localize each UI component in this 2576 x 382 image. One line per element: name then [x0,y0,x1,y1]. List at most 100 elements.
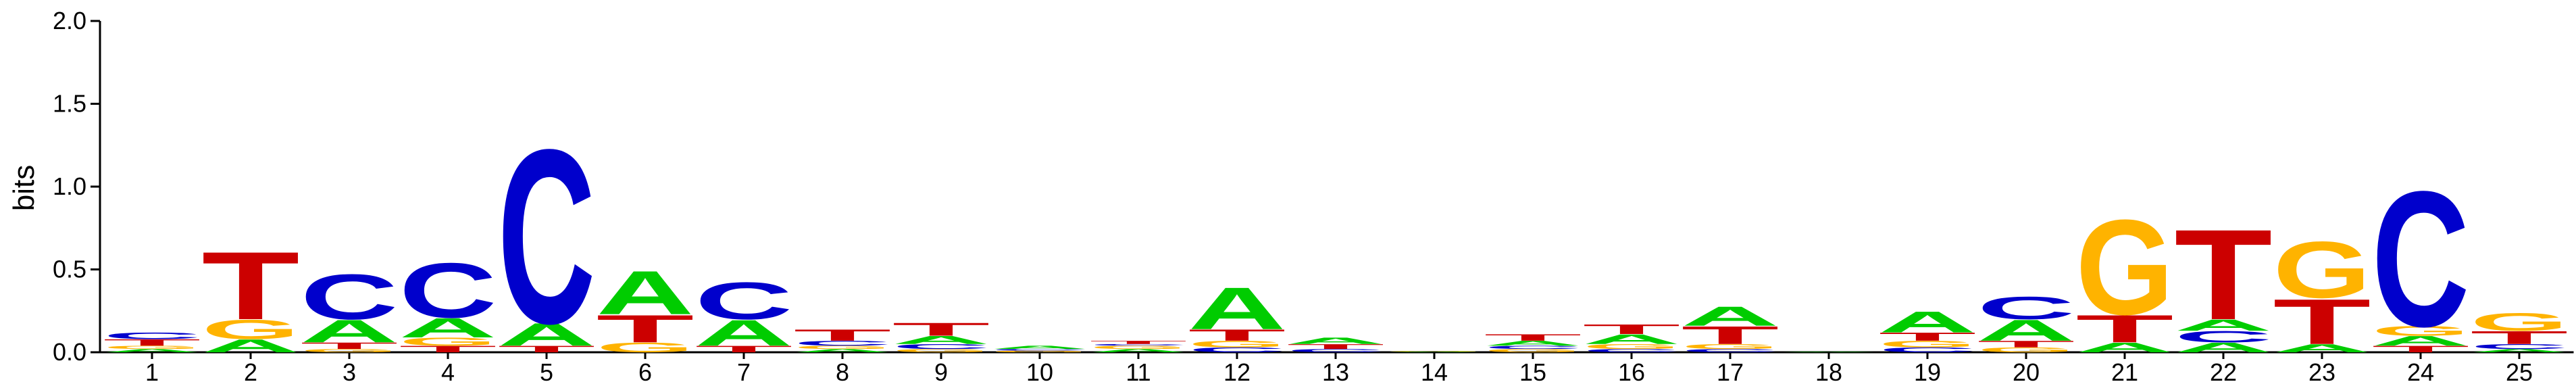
logo-letter-A: A [1682,301,1779,332]
logo-letter-T: T [1977,339,2075,349]
x-tick-label: 3 [343,358,356,382]
logo-letter-A: A [2175,340,2273,356]
letter-stack-2: AGT [201,232,299,356]
logo-letter-G: G [1582,343,1680,350]
logo-letter-C: C [1188,346,1286,354]
x-tick-label: 21 [2111,358,2138,382]
logo-letter-T: T [1089,340,1187,345]
logo-letter-G: G [794,345,892,350]
x-tick-label: 19 [1914,358,1941,382]
logo-letter-T: T [1878,330,1976,343]
logo-letter-A: A [2076,340,2174,356]
y-tick-label: 1.5 [53,90,86,118]
logo-letter-A: A [2372,333,2470,349]
logo-letter-C: C [2471,343,2569,350]
logo-letter-G: G [1977,346,2075,354]
logo-letter-C: C [794,339,892,347]
logo-letter-A: A [1089,348,1187,354]
logo-letter-G: G [2076,192,2174,343]
x-tick-label: 22 [2210,358,2237,382]
x-tick-label: 12 [1223,358,1251,382]
logo-letter-C: C [498,97,596,375]
logo-letter-G: G [1879,339,1977,349]
logo-letter-C: C [990,348,1088,351]
letter-stack-23: ATG [2273,225,2371,358]
logo-letter-G: G [1386,351,1484,352]
logo-letter-T: T [2470,327,2568,348]
logo-letter-G: G [202,314,300,345]
x-tick-label: 2 [244,358,257,382]
logo-letter-T: T [1188,326,1286,344]
x-tick-label: 1 [145,358,159,382]
logo-letter-T: T [1682,321,1779,350]
x-tick-label: 4 [441,358,455,382]
logo-letter-A: A [1583,331,1681,347]
logo-letter-A: A [892,333,990,346]
x-tick-label: 6 [638,358,652,382]
logo-letter-C: C [1484,345,1582,350]
y-axis: 0.0 0.5 1.0 1.5 2.0 [53,7,101,366]
logo-letter-T: T [300,341,398,351]
letter-stack-21: ATG [2076,192,2174,355]
logo-letter-A: A [399,312,497,343]
logo-letter-A: A [1780,352,1878,353]
logo-letter-T: T [497,344,595,354]
logo-letter-C: C [399,247,497,334]
logo-letter-G: G [301,348,399,354]
x-tick-label: 18 [1815,358,1842,382]
logo-letter-T: T [2273,286,2371,358]
logo-letter-A: A [1287,336,1385,346]
x-tick-label: 24 [2407,358,2434,382]
letter-stack-13: CTA [1286,336,1384,354]
logo-letter-A: A [1977,314,2075,348]
letter-stack-18: A [1780,352,1878,353]
logo-letter-T: T [1287,343,1385,350]
logo-letter-A: A [201,335,299,356]
logo-letter-G: G [1484,348,1582,354]
logo-letter-A: A [2174,316,2272,334]
logo-letter-C: C [695,272,793,331]
x-tick-label: 13 [1322,358,1349,382]
logo-letter-A: A [990,345,1088,350]
logo-letter-C: C [1681,348,1779,354]
x-tick-label: 17 [1717,358,1744,382]
x-tick-label: 23 [2308,358,2335,382]
logo-letter-T: T [793,326,891,344]
logo-letter-A: A [597,258,694,327]
logo-letter-T: T [103,337,201,348]
y-tick-label: 0.5 [53,256,86,283]
logo-letter-A: A [1188,275,1286,342]
logo-letter-G: G [597,340,694,356]
logo-letter-G: G [2273,225,2371,315]
y-tick-label: 0.0 [53,338,86,366]
x-tick-label: 14 [1421,358,1448,382]
logo-letter-G: G [103,345,201,350]
logo-letter-T: T [1583,322,1681,337]
logo-letter-G: G [2372,323,2470,339]
logo-letter-T: T [202,232,300,340]
logo-letter-C: C [1089,343,1187,346]
logo-letter-T: T [694,344,792,354]
y-tick-label: 1.0 [53,172,86,200]
logo-letter-A: A [1386,352,1484,353]
logo-letter-C: C [301,262,399,333]
x-tick-label: 8 [836,358,849,382]
logo-letter-T: T [1484,333,1582,343]
logo-letter-T: T [597,307,694,351]
logo-letter-G: G [1681,343,1779,350]
logo-letter-C: C [1286,348,1384,354]
logo-letter-C: C [892,343,990,350]
logo-letter-C: C [103,331,201,341]
y-axis-title: bits [7,165,41,211]
